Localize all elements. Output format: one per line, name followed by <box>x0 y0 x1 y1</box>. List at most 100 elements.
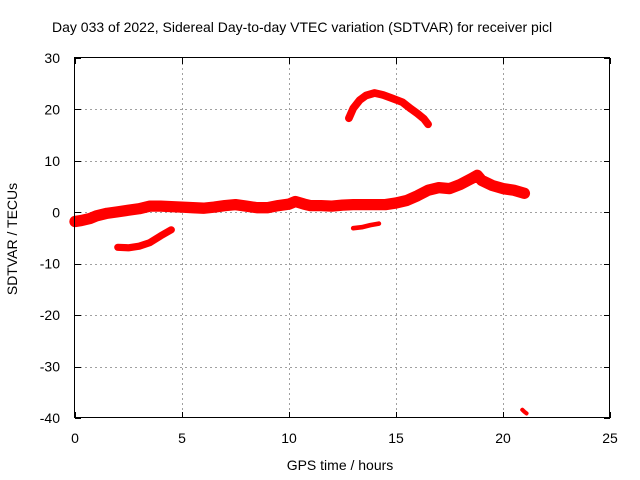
chart-title: Day 033 of 2022, Sidereal Day-to-day VTE… <box>52 19 552 35</box>
data-point <box>448 187 451 191</box>
series-trace <box>114 226 175 252</box>
data-point <box>522 410 526 414</box>
series-upper-arc <box>345 89 432 129</box>
y-tick-label: -30 <box>40 359 60 375</box>
data-point <box>358 98 362 102</box>
data-point <box>426 122 430 126</box>
x-tick-label: 0 <box>71 430 79 446</box>
y-tick-label: 10 <box>44 153 60 169</box>
data-point <box>525 411 528 415</box>
data-point <box>364 94 368 97</box>
data-point <box>383 203 387 207</box>
data-point <box>362 203 366 207</box>
data-point <box>394 201 398 205</box>
x-tick-label: 25 <box>602 430 618 446</box>
data-point <box>341 203 344 207</box>
data-point <box>351 226 355 230</box>
x-tick-label: 15 <box>388 430 404 446</box>
data-point <box>105 211 109 215</box>
data-point <box>137 244 141 248</box>
data-point <box>480 178 484 182</box>
data-point <box>347 116 351 120</box>
data-point <box>390 96 394 100</box>
data-point <box>302 202 306 206</box>
data-point <box>330 204 334 208</box>
data-point <box>191 206 195 210</box>
data-point <box>422 117 426 121</box>
data-point <box>159 234 163 238</box>
data-point <box>475 173 479 177</box>
grid <box>75 58 610 418</box>
data-point <box>469 177 473 181</box>
data-point <box>512 188 516 192</box>
data-point <box>212 205 216 209</box>
data-point <box>180 205 184 209</box>
data-point <box>293 200 297 203</box>
data-point <box>159 204 163 208</box>
data-point <box>490 184 494 187</box>
data-point <box>276 204 280 208</box>
y-tick-label: 0 <box>52 204 60 220</box>
series-outlier <box>520 407 529 416</box>
data-point <box>520 408 524 412</box>
series-trace <box>350 221 382 231</box>
data-point <box>127 208 130 212</box>
y-tick-label: -40 <box>40 410 60 426</box>
data-point <box>169 228 173 232</box>
data-point <box>405 199 409 202</box>
data-point <box>458 183 462 186</box>
series-small-segment <box>350 221 382 231</box>
data-point <box>287 202 291 206</box>
y-tick-label: 20 <box>44 101 60 117</box>
data-point <box>368 223 372 227</box>
data-point <box>79 219 83 222</box>
series-lower-arc <box>114 226 175 252</box>
y-tick-label: 30 <box>44 50 60 66</box>
data-point <box>415 112 419 115</box>
data-point <box>522 191 526 195</box>
data-point <box>351 106 355 110</box>
series-trace <box>345 89 432 129</box>
y-tick-label: -20 <box>40 307 60 323</box>
data-point <box>377 222 381 226</box>
data-point <box>373 203 377 207</box>
data-point <box>381 93 385 97</box>
axis-ticks: 0 5 10 15 20 25 -40 -30 -20 -10 0 10 20 30 <box>40 50 618 446</box>
data-point <box>255 206 259 210</box>
data-point <box>116 210 120 214</box>
x-axis-label: GPS time / hours <box>287 457 394 473</box>
data-point <box>169 205 173 209</box>
data-point <box>400 100 404 104</box>
data-point <box>148 204 152 208</box>
data-point <box>409 107 413 111</box>
data-point <box>351 203 355 207</box>
data-point <box>223 204 227 208</box>
data-point <box>415 194 419 198</box>
x-tick-label: 20 <box>495 430 511 446</box>
data-point <box>319 204 323 208</box>
y-tick-label: -10 <box>40 256 60 272</box>
plot-frame <box>74 57 610 418</box>
series-main-band <box>69 169 531 228</box>
data-point <box>148 241 152 245</box>
data-point <box>137 207 141 211</box>
y-axis-label: SDTVAR / TECUs <box>4 183 20 295</box>
data-point <box>308 204 312 208</box>
data-point <box>373 91 377 95</box>
data-point <box>437 186 441 190</box>
data-point <box>360 225 364 229</box>
data-point <box>88 217 92 220</box>
x-tick-label: 5 <box>178 430 186 446</box>
data-point <box>266 206 270 210</box>
data-point <box>127 246 130 250</box>
data-point <box>234 203 237 207</box>
data-point <box>201 206 205 210</box>
data-point <box>116 245 120 249</box>
data-point <box>426 188 430 192</box>
data-point <box>94 214 98 218</box>
data-series <box>69 89 531 416</box>
data-point <box>244 204 248 208</box>
data-point <box>501 187 505 191</box>
x-tick-label: 10 <box>281 430 297 446</box>
